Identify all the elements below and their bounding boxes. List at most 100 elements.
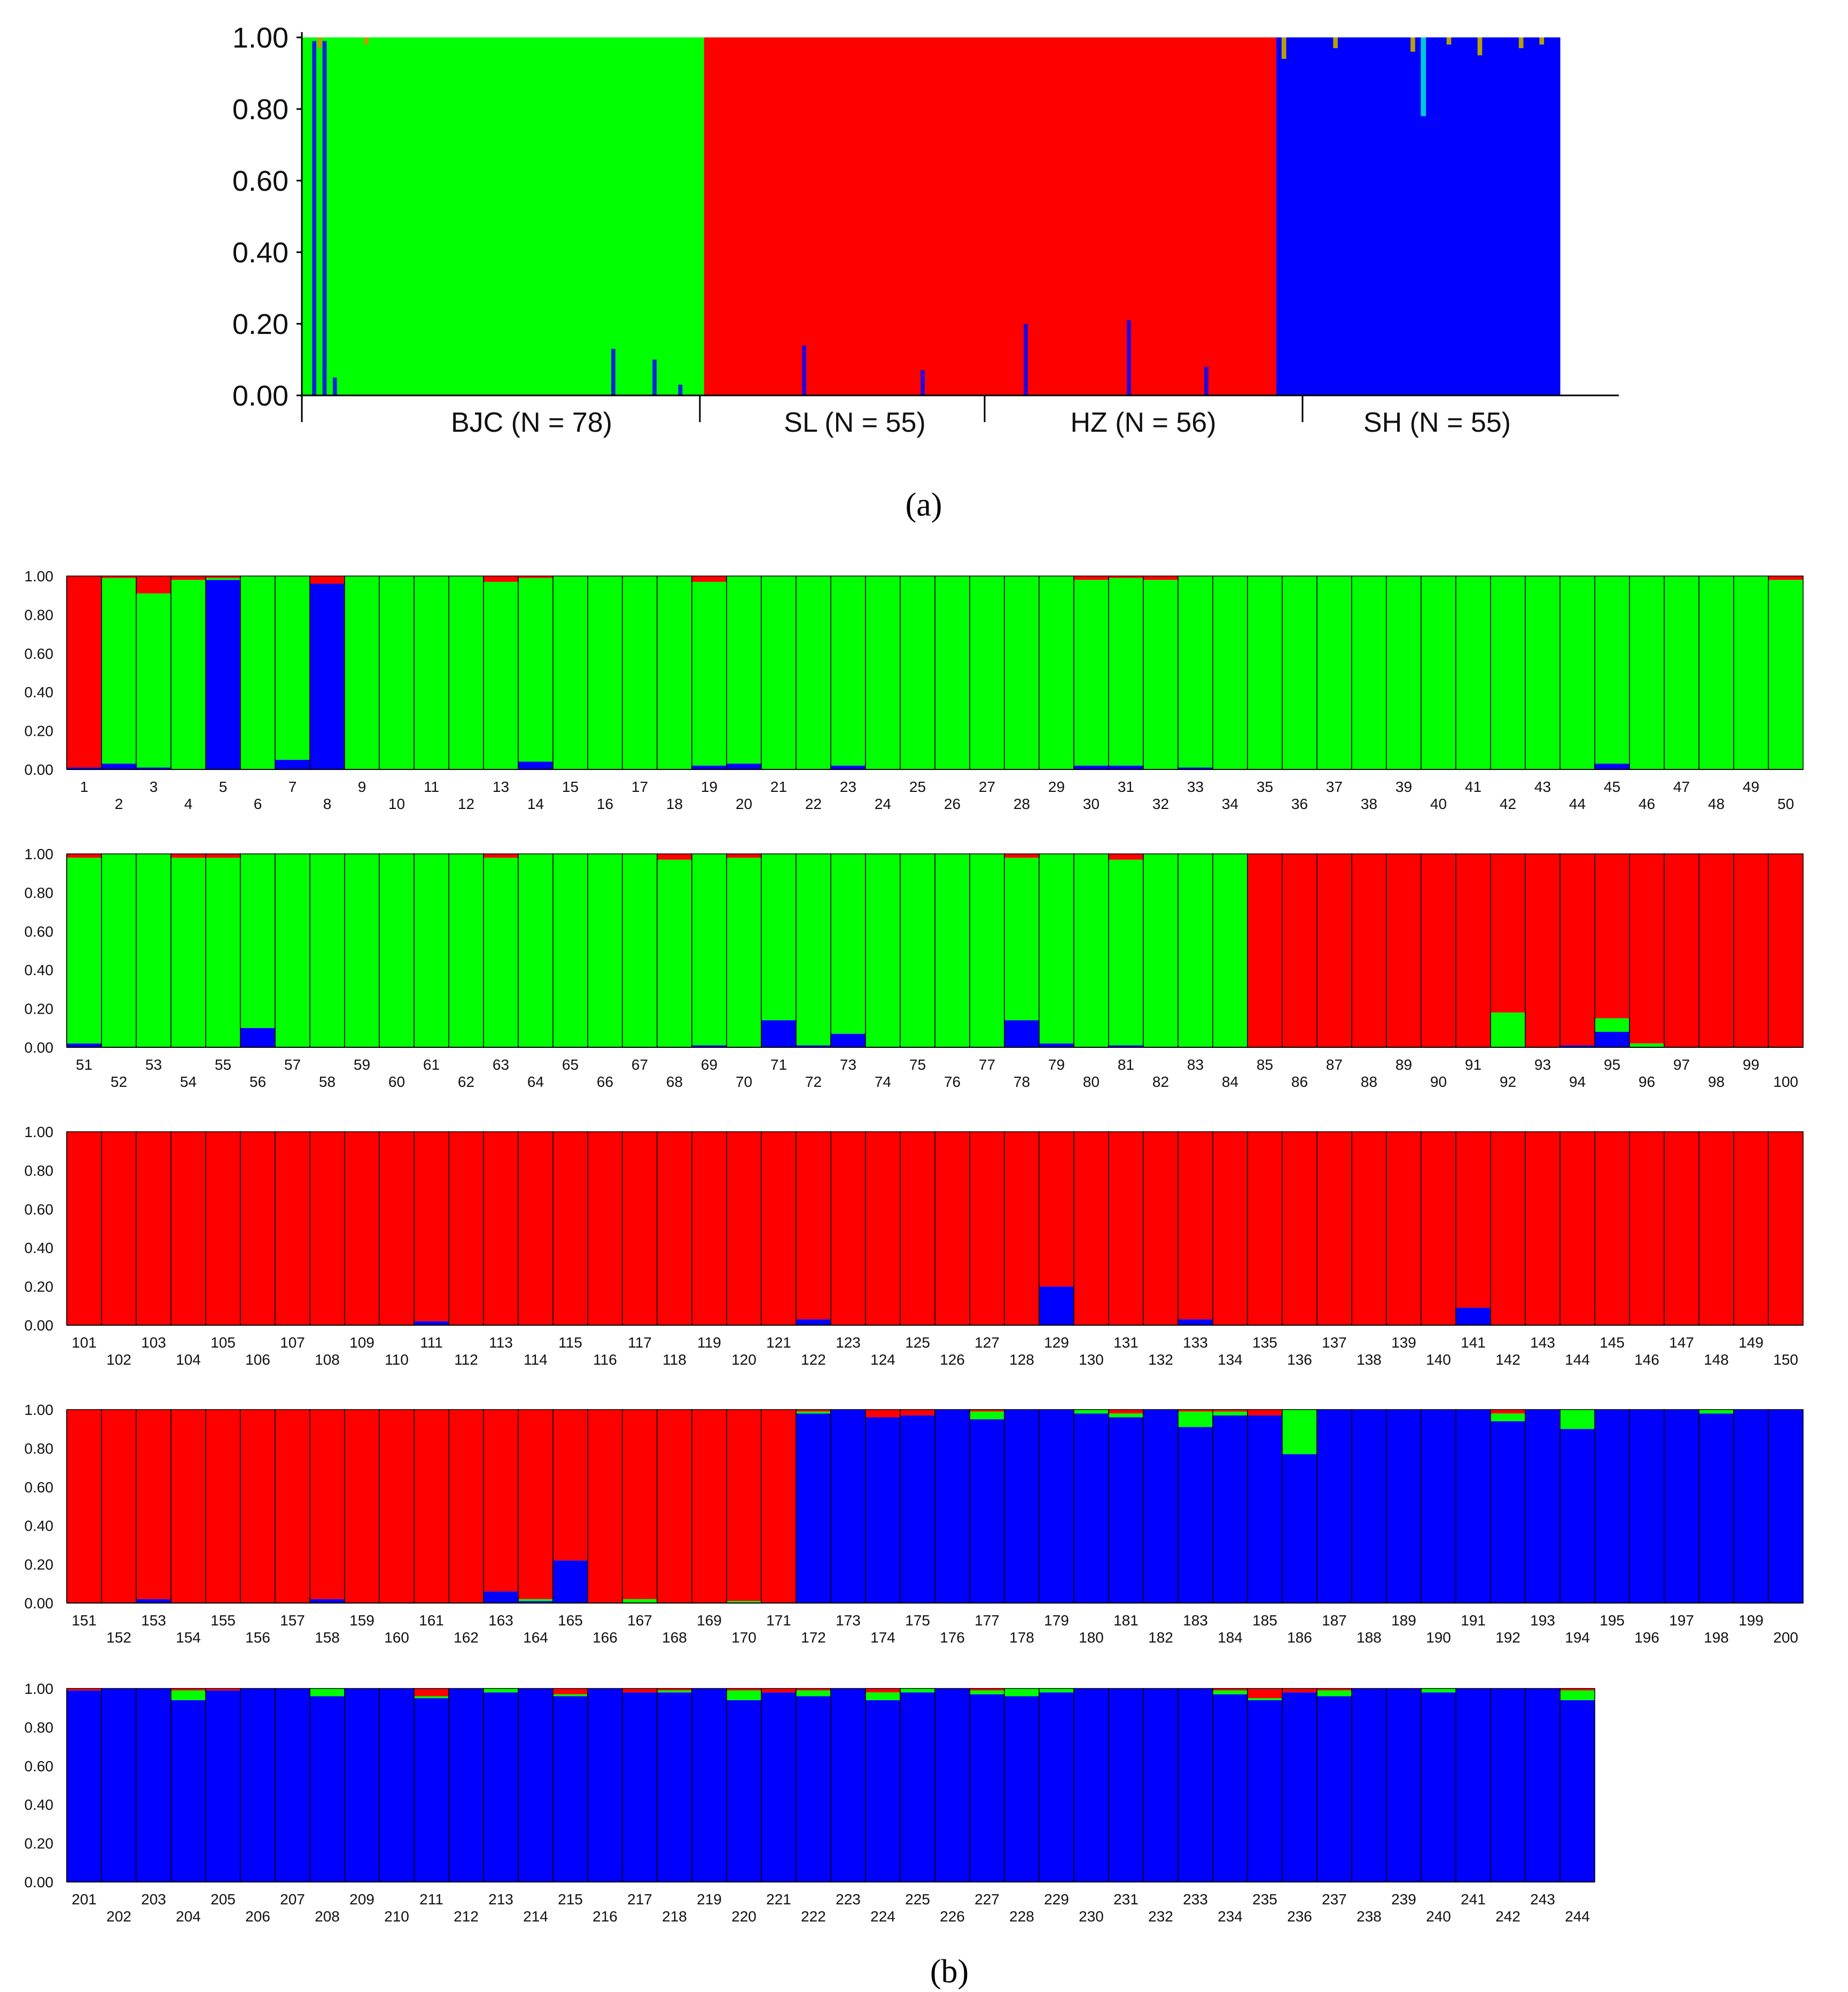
bar-30-blue xyxy=(1074,765,1109,769)
individual-label-36: 36 xyxy=(1291,796,1308,812)
individual-label-122: 122 xyxy=(801,1351,826,1368)
individual-label-127: 127 xyxy=(974,1334,1000,1351)
bar-14-green xyxy=(518,578,553,762)
individual-label-84: 84 xyxy=(1222,1073,1238,1090)
row-y-tick-label-5: 1.00 xyxy=(25,568,54,585)
bar-159-red xyxy=(345,1410,379,1603)
individual-label-145: 145 xyxy=(1600,1334,1625,1351)
bar-236-blue xyxy=(1282,1692,1317,1882)
bar-80-green xyxy=(1074,854,1109,1047)
bar-234-green xyxy=(1213,1690,1247,1694)
bar-137-red xyxy=(1317,1132,1352,1325)
bar-239-blue xyxy=(1386,1688,1421,1882)
bar-160-red xyxy=(379,1410,414,1603)
bar-11-green xyxy=(414,576,449,769)
bar-63-green xyxy=(484,858,518,1047)
bar-147-red xyxy=(1664,1132,1699,1325)
individual-label-232: 232 xyxy=(1148,1908,1173,1925)
individual-label-59: 59 xyxy=(354,1056,370,1073)
bar-216-blue xyxy=(588,1688,622,1882)
bar-193-blue xyxy=(1525,1410,1560,1603)
bar-99-red xyxy=(1734,854,1768,1047)
individual-label-46: 46 xyxy=(1639,796,1655,812)
bar-157-red xyxy=(275,1410,310,1603)
individual-label-30: 30 xyxy=(1083,796,1100,812)
individual-label-201: 201 xyxy=(72,1891,97,1908)
row-y-tick-label-1: 0.20 xyxy=(25,723,54,740)
row-y-tick-label-5: 1.00 xyxy=(25,1680,54,1697)
individual-label-79: 79 xyxy=(1048,1056,1065,1073)
admixture-fleck-4 xyxy=(1410,37,1415,52)
bar-127-red xyxy=(970,1132,1004,1325)
bar-66-green xyxy=(588,854,622,1047)
individual-label-55: 55 xyxy=(215,1056,231,1073)
bar-129-blue xyxy=(1039,1286,1074,1325)
bar-82-green xyxy=(1143,854,1178,1047)
bar-237-blue xyxy=(1317,1696,1352,1882)
individual-label-1: 1 xyxy=(80,779,89,795)
individual-label-72: 72 xyxy=(805,1073,822,1090)
bar-108-red xyxy=(310,1132,345,1325)
bar-230-blue xyxy=(1074,1688,1109,1882)
individual-label-156: 156 xyxy=(245,1629,270,1646)
individual-label-220: 220 xyxy=(731,1908,757,1925)
bar-104-red xyxy=(171,1132,206,1325)
bar-5-green xyxy=(206,578,240,580)
individual-label-80: 80 xyxy=(1083,1073,1100,1090)
bar-70-green xyxy=(727,858,761,1047)
bar-155-red xyxy=(206,1410,240,1603)
bar-71-blue xyxy=(761,1020,796,1047)
bar-111-blue xyxy=(414,1321,449,1325)
row-y-tick-label-0: 0.00 xyxy=(25,1039,54,1056)
individual-label-179: 179 xyxy=(1044,1612,1069,1629)
bar-136-red xyxy=(1282,1132,1317,1325)
bar-240-blue xyxy=(1421,1692,1456,1882)
bar-84-green xyxy=(1213,854,1247,1047)
individual-label-61: 61 xyxy=(423,1056,440,1073)
bar-50-red xyxy=(1768,576,1803,580)
individual-label-188: 188 xyxy=(1356,1629,1382,1646)
bar-48-green xyxy=(1699,576,1734,769)
individual-label-154: 154 xyxy=(176,1629,201,1646)
row-y-tick-label-4: 0.80 xyxy=(25,884,54,901)
y-tick-label-0: 0.00 xyxy=(232,380,288,412)
bar-98-red xyxy=(1699,854,1734,1047)
bar-93-red xyxy=(1525,854,1560,1047)
bar-30-red xyxy=(1074,576,1109,580)
individual-label-57: 57 xyxy=(284,1056,301,1073)
y-tick-label-3: 0.60 xyxy=(232,165,288,197)
bar-175-red xyxy=(900,1410,935,1415)
individual-label-205: 205 xyxy=(210,1891,236,1908)
bar-131-red xyxy=(1109,1132,1143,1325)
row-y-tick-label-5: 1.00 xyxy=(25,1124,54,1140)
individual-label-141: 141 xyxy=(1461,1334,1486,1351)
row-y-tick-label-2: 0.40 xyxy=(25,1518,54,1534)
individual-label-195: 195 xyxy=(1600,1612,1625,1629)
bar-17-green xyxy=(622,576,657,769)
bar-172-green xyxy=(796,1411,831,1414)
individual-label-103: 103 xyxy=(141,1334,166,1351)
individual-label-218: 218 xyxy=(662,1908,687,1925)
bar-244-red xyxy=(1560,1688,1595,1691)
bar-234-blue xyxy=(1213,1694,1247,1882)
bar-215-red xyxy=(553,1688,588,1694)
bar-221-red xyxy=(761,1688,796,1693)
individual-label-142: 142 xyxy=(1495,1351,1520,1368)
individual-label-58: 58 xyxy=(319,1073,336,1090)
individual-label-81: 81 xyxy=(1118,1056,1134,1073)
bar-181-green xyxy=(1109,1413,1143,1418)
individual-label-116: 116 xyxy=(593,1351,617,1368)
bar-102-red xyxy=(102,1132,136,1325)
bar-167-green xyxy=(622,1599,657,1603)
individual-label-169: 169 xyxy=(697,1612,722,1629)
individual-label-126: 126 xyxy=(940,1351,965,1368)
individual-label-19: 19 xyxy=(701,779,718,795)
admixture-fleck-3 xyxy=(1333,37,1338,49)
bar-72-blue xyxy=(796,1045,831,1047)
bar-139-red xyxy=(1386,1132,1421,1325)
individual-label-152: 152 xyxy=(106,1629,131,1646)
individual-label-90: 90 xyxy=(1430,1073,1447,1090)
individual-label-21: 21 xyxy=(770,779,787,795)
bar-77-green xyxy=(970,854,1004,1047)
individual-label-164: 164 xyxy=(523,1629,548,1646)
